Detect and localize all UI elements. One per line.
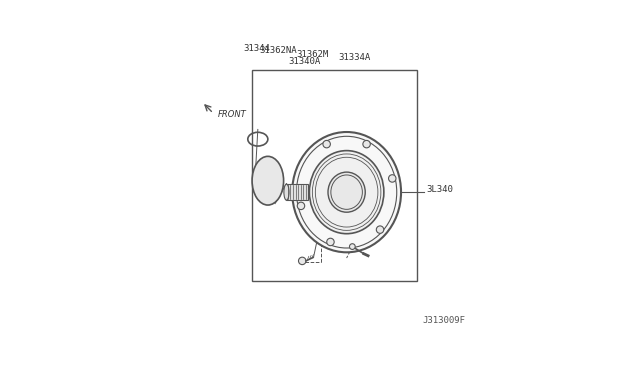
- Circle shape: [323, 140, 330, 148]
- Text: 31344: 31344: [243, 44, 270, 54]
- Circle shape: [298, 257, 306, 264]
- Ellipse shape: [328, 172, 365, 212]
- Bar: [252, 70, 417, 281]
- Ellipse shape: [284, 184, 289, 200]
- Text: FRONT: FRONT: [218, 110, 246, 119]
- Circle shape: [297, 202, 305, 209]
- Ellipse shape: [292, 132, 401, 252]
- Text: 31334A: 31334A: [338, 53, 371, 62]
- Circle shape: [388, 175, 396, 182]
- Bar: [287, 184, 308, 200]
- Text: 31362NA: 31362NA: [259, 46, 297, 55]
- Circle shape: [349, 244, 355, 250]
- Circle shape: [363, 140, 371, 148]
- Ellipse shape: [252, 156, 284, 205]
- Circle shape: [327, 238, 334, 246]
- Text: J313009F: J313009F: [422, 316, 465, 326]
- Text: 31362M: 31362M: [296, 50, 329, 59]
- Circle shape: [376, 226, 384, 233]
- Text: 31340A: 31340A: [288, 57, 320, 66]
- Ellipse shape: [309, 151, 384, 234]
- Text: 3L340: 3L340: [427, 185, 454, 194]
